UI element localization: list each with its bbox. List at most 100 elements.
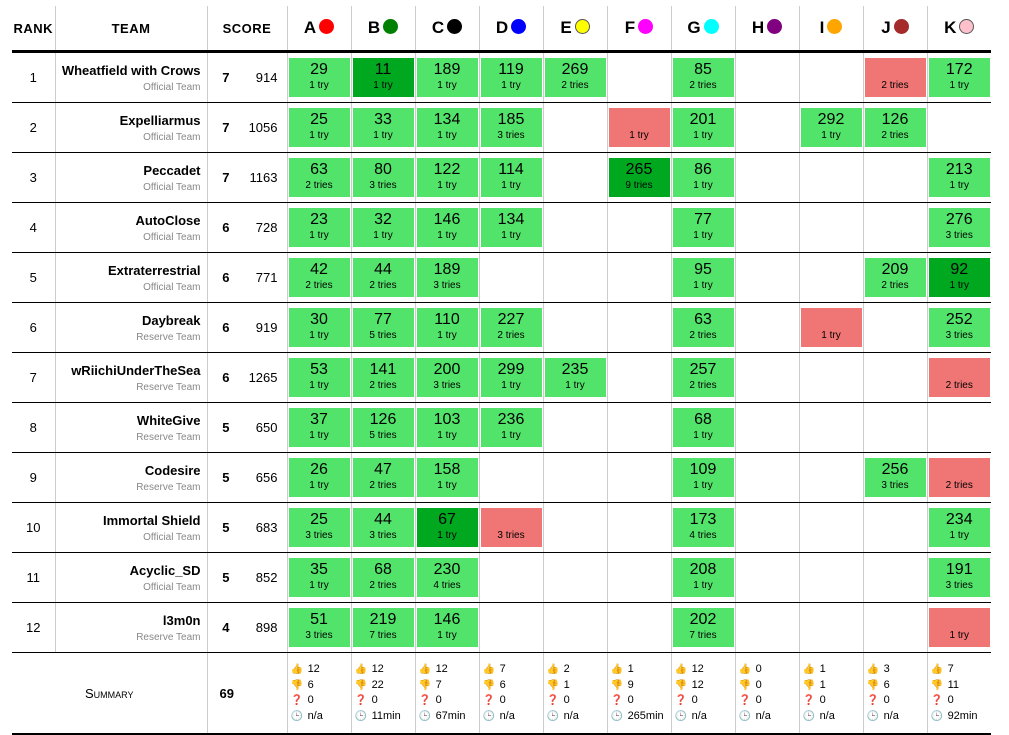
problem-result-failed[interactable]: 1 try — [928, 607, 990, 647]
problem-cell[interactable]: 2 tries — [926, 452, 991, 503]
team-cell[interactable]: AutoClose Official Team — [54, 202, 207, 253]
problem-cell[interactable]: 63 2 tries — [670, 302, 735, 353]
problem-cell[interactable]: 252 3 tries — [926, 302, 991, 353]
problem-result-solved[interactable]: 172 1 try — [928, 57, 990, 97]
problem-result-solved[interactable]: 126 2 tries — [864, 107, 926, 147]
problem-result-first[interactable]: 92 1 try — [928, 257, 990, 297]
problem-cell[interactable]: 219 7 tries — [350, 602, 415, 653]
problem-header-E[interactable]: E — [542, 6, 607, 53]
problem-result-solved[interactable]: 42 2 tries — [288, 257, 350, 297]
problem-result-solved[interactable]: 47 2 tries — [352, 457, 414, 497]
problem-cell[interactable]: 26 1 try — [286, 452, 351, 503]
problem-cell[interactable]: 235 1 try — [542, 352, 607, 403]
problem-result-failed[interactable]: 3 tries — [480, 507, 542, 547]
team-cell[interactable]: Expelliarmus Official Team — [54, 102, 207, 153]
problem-cell[interactable]: 35 1 try — [286, 552, 351, 603]
problem-result-solved[interactable]: 44 2 tries — [352, 257, 414, 297]
problem-result-solved[interactable]: 119 1 try — [480, 57, 542, 97]
problem-cell[interactable]: 47 2 tries — [350, 452, 415, 503]
problem-result-solved[interactable]: 235 1 try — [544, 357, 606, 397]
team-cell[interactable]: wRiichiUnderTheSea Reserve Team — [54, 352, 207, 403]
problem-cell[interactable]: 68 1 try — [670, 402, 735, 453]
problem-cell[interactable]: 37 1 try — [286, 402, 351, 453]
problem-result-failed[interactable]: 2 tries — [928, 457, 990, 497]
problem-cell[interactable]: 103 1 try — [414, 402, 479, 453]
problem-result-solved[interactable]: 86 1 try — [672, 157, 734, 197]
problem-header-D[interactable]: D — [478, 6, 543, 53]
problem-cell[interactable]: 44 3 tries — [350, 502, 415, 553]
problem-result-solved[interactable]: 109 1 try — [672, 457, 734, 497]
team-name[interactable]: l3m0n — [162, 612, 201, 628]
problem-result-solved[interactable]: 189 1 try — [416, 57, 478, 97]
problem-cell[interactable]: 67 1 try — [414, 502, 479, 553]
problem-cell[interactable]: 213 1 try — [926, 152, 991, 203]
problem-cell[interactable]: 85 2 tries — [670, 51, 735, 103]
problem-header-J[interactable]: J — [862, 6, 927, 53]
problem-result-solved[interactable]: 299 1 try — [480, 357, 542, 397]
problem-cell[interactable]: 122 1 try — [414, 152, 479, 203]
problem-cell[interactable]: 30 1 try — [286, 302, 351, 353]
problem-result-solved[interactable]: 141 2 tries — [352, 357, 414, 397]
problem-cell[interactable]: 236 1 try — [478, 402, 543, 453]
problem-result-solved[interactable]: 236 1 try — [480, 407, 542, 447]
problem-cell[interactable]: 292 1 try — [798, 102, 863, 153]
problem-result-solved[interactable]: 110 1 try — [416, 307, 478, 347]
team-name[interactable]: Immortal Shield — [102, 512, 201, 528]
problem-result-solved[interactable]: 208 1 try — [672, 557, 734, 597]
problem-cell[interactable]: 158 1 try — [414, 452, 479, 503]
problem-header-K[interactable]: K — [926, 6, 991, 53]
problem-result-solved[interactable]: 35 1 try — [288, 557, 350, 597]
team-name[interactable]: Acyclic_SD — [129, 562, 201, 578]
problem-result-solved[interactable]: 25 3 tries — [288, 507, 350, 547]
problem-header-B[interactable]: B — [350, 6, 415, 53]
problem-result-solved[interactable]: 234 1 try — [928, 507, 990, 547]
problem-result-solved[interactable]: 80 3 tries — [352, 157, 414, 197]
problem-cell[interactable]: 234 1 try — [926, 502, 991, 553]
problem-cell[interactable]: 51 3 tries — [286, 602, 351, 653]
team-cell[interactable]: WhiteGive Reserve Team — [54, 402, 207, 453]
problem-cell[interactable]: 146 1 try — [414, 602, 479, 653]
problem-cell[interactable]: 269 2 tries — [542, 51, 607, 103]
problem-header-I[interactable]: I — [798, 6, 863, 53]
problem-header-F[interactable]: F — [606, 6, 671, 53]
problem-cell[interactable]: 23 1 try — [286, 202, 351, 253]
problem-cell[interactable]: 1 try — [798, 302, 863, 353]
team-name[interactable]: Codesire — [144, 462, 201, 478]
problem-cell[interactable]: 29 1 try — [286, 51, 351, 103]
problem-result-solved[interactable]: 219 7 tries — [352, 607, 414, 647]
problem-result-solved[interactable]: 201 1 try — [672, 107, 734, 147]
problem-result-solved[interactable]: 134 1 try — [480, 207, 542, 247]
problem-cell[interactable]: 11 1 try — [350, 51, 415, 103]
team-cell[interactable]: Codesire Reserve Team — [54, 452, 207, 503]
problem-cell[interactable]: 189 1 try — [414, 51, 479, 103]
problem-cell[interactable]: 126 5 tries — [350, 402, 415, 453]
problem-cell[interactable]: 299 1 try — [478, 352, 543, 403]
problem-cell[interactable]: 63 2 tries — [286, 152, 351, 203]
problem-cell[interactable]: 77 1 try — [670, 202, 735, 253]
problem-cell[interactable]: 80 3 tries — [350, 152, 415, 203]
problem-cell[interactable]: 1 try — [926, 602, 991, 653]
problem-cell[interactable]: 126 2 tries — [862, 102, 927, 153]
problem-result-solved[interactable]: 292 1 try — [800, 107, 862, 147]
problem-header-A[interactable]: A — [286, 6, 351, 53]
problem-cell[interactable]: 265 9 tries — [606, 152, 671, 203]
problem-cell[interactable]: 92 1 try — [926, 252, 991, 303]
problem-cell[interactable]: 141 2 tries — [350, 352, 415, 403]
problem-cell[interactable]: 173 4 tries — [670, 502, 735, 553]
problem-result-solved[interactable]: 189 3 tries — [416, 257, 478, 297]
problem-cell[interactable]: 42 2 tries — [286, 252, 351, 303]
problem-result-solved[interactable]: 25 1 try — [288, 107, 350, 147]
problem-result-solved[interactable]: 158 1 try — [416, 457, 478, 497]
problem-cell[interactable]: 44 2 tries — [350, 252, 415, 303]
problem-result-solved[interactable]: 114 1 try — [480, 157, 542, 197]
problem-cell[interactable]: 1 try — [606, 102, 671, 153]
team-name[interactable]: AutoClose — [135, 212, 201, 228]
problem-result-solved[interactable]: 269 2 tries — [544, 57, 606, 97]
problem-result-solved[interactable]: 44 3 tries — [352, 507, 414, 547]
team-cell[interactable]: Acyclic_SD Official Team — [54, 552, 207, 603]
problem-result-solved[interactable]: 30 1 try — [288, 307, 350, 347]
problem-cell[interactable]: 109 1 try — [670, 452, 735, 503]
problem-result-solved[interactable]: 202 7 tries — [672, 607, 734, 647]
team-name[interactable]: Expelliarmus — [119, 112, 201, 128]
problem-result-solved[interactable]: 191 3 tries — [928, 557, 990, 597]
